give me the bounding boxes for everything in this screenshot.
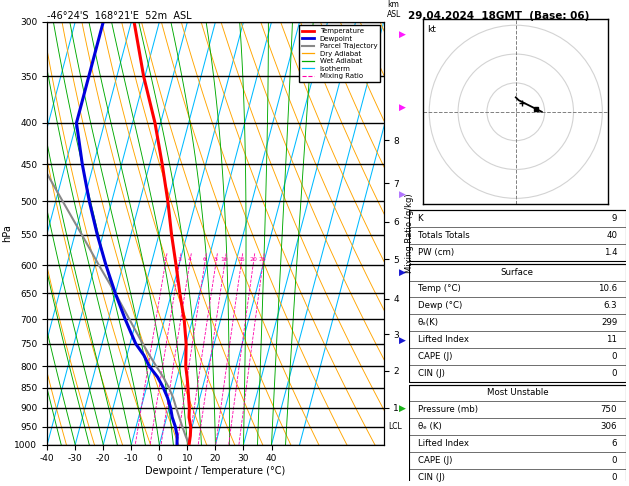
Text: 6: 6	[203, 257, 206, 262]
Text: ▶: ▶	[399, 268, 406, 277]
Text: Lifted Index: Lifted Index	[418, 439, 469, 448]
Bar	[409, 384, 626, 486]
Text: ▶: ▶	[399, 190, 406, 199]
Text: CIN (J): CIN (J)	[418, 369, 445, 378]
Text: Pressure (mb): Pressure (mb)	[418, 405, 477, 415]
Bar	[409, 264, 626, 382]
Text: 9: 9	[612, 214, 617, 223]
Text: K: K	[418, 214, 423, 223]
Text: 1.4: 1.4	[604, 248, 617, 257]
Text: 8: 8	[214, 257, 218, 262]
Text: θₑ(K): θₑ(K)	[418, 318, 438, 327]
Text: 2: 2	[163, 257, 167, 262]
Text: -46°24'S  168°21'E  52m  ASL: -46°24'S 168°21'E 52m ASL	[47, 11, 192, 21]
Text: 4: 4	[187, 257, 191, 262]
Text: LCL: LCL	[389, 422, 403, 431]
Text: 40: 40	[606, 231, 617, 240]
Text: 10: 10	[221, 257, 228, 262]
Text: ▶: ▶	[399, 103, 406, 111]
Y-axis label: Mixing Ratio (g/kg): Mixing Ratio (g/kg)	[404, 193, 414, 273]
Text: Most Unstable: Most Unstable	[487, 388, 548, 398]
Text: 29.04.2024  18GMT  (Base: 06): 29.04.2024 18GMT (Base: 06)	[408, 11, 589, 21]
Text: 20: 20	[249, 257, 257, 262]
Text: 10.6: 10.6	[598, 284, 617, 294]
Text: 306: 306	[601, 422, 617, 431]
Text: CIN (J): CIN (J)	[418, 473, 445, 482]
Bar	[409, 210, 626, 261]
Text: 0: 0	[611, 473, 617, 482]
Text: θₑ (K): θₑ (K)	[418, 422, 442, 431]
Text: 25: 25	[259, 257, 267, 262]
Text: 299: 299	[601, 318, 617, 327]
Text: km
ASL: km ASL	[387, 0, 401, 19]
Text: Surface: Surface	[501, 268, 534, 277]
Text: Temp (°C): Temp (°C)	[418, 284, 460, 294]
Text: 750: 750	[601, 405, 617, 415]
Text: 15: 15	[237, 257, 245, 262]
Text: 3: 3	[177, 257, 181, 262]
Text: PW (cm): PW (cm)	[418, 248, 454, 257]
Text: ▶: ▶	[399, 30, 406, 38]
Text: CAPE (J): CAPE (J)	[418, 352, 452, 361]
Text: 11: 11	[606, 335, 617, 344]
Y-axis label: hPa: hPa	[2, 225, 12, 242]
Text: Lifted Index: Lifted Index	[418, 335, 469, 344]
Text: 0: 0	[611, 369, 617, 378]
Text: Totals Totals: Totals Totals	[418, 231, 469, 240]
Legend: Temperature, Dewpoint, Parcel Trajectory, Dry Adiabat, Wet Adiabat, Isotherm, Mi: Temperature, Dewpoint, Parcel Trajectory…	[299, 25, 380, 82]
Text: 6.3: 6.3	[604, 301, 617, 311]
Text: 0: 0	[611, 352, 617, 361]
X-axis label: Dewpoint / Temperature (°C): Dewpoint / Temperature (°C)	[145, 466, 286, 476]
Text: ▶: ▶	[399, 336, 406, 345]
Text: ▶: ▶	[399, 404, 406, 413]
Text: CAPE (J): CAPE (J)	[418, 456, 452, 465]
Text: kt: kt	[427, 25, 436, 34]
Text: 0: 0	[611, 456, 617, 465]
Text: Dewp (°C): Dewp (°C)	[418, 301, 462, 311]
Text: 6: 6	[611, 439, 617, 448]
